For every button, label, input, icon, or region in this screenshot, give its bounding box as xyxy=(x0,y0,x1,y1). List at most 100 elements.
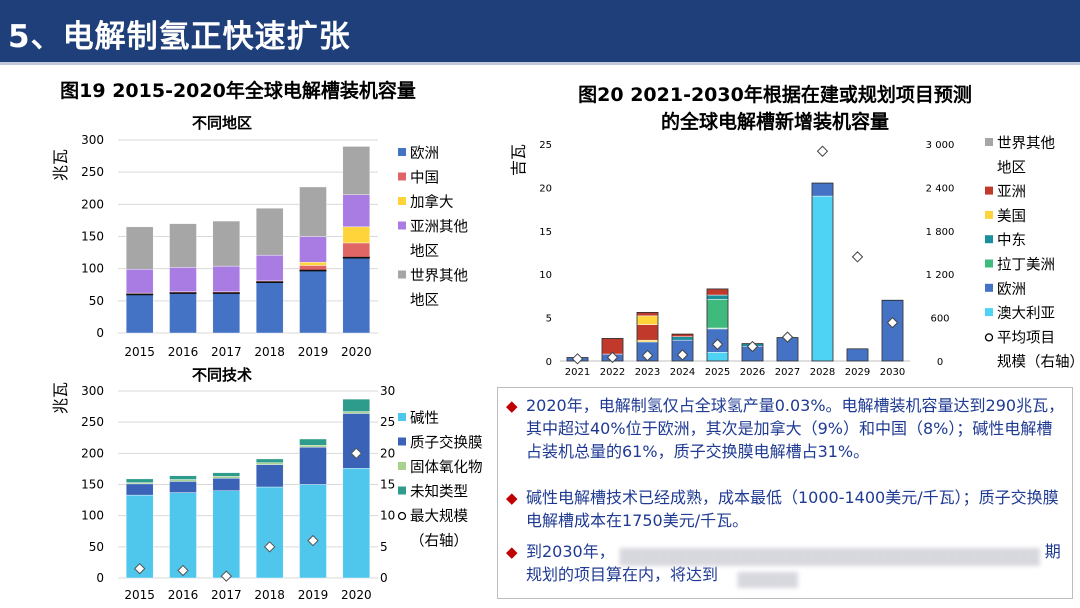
legend-label: 欧洲 xyxy=(997,281,1026,298)
bar-segment xyxy=(706,352,729,362)
bullet-diamond-icon: ◆ xyxy=(506,543,518,561)
legend-swatch xyxy=(985,186,993,195)
bar-segment xyxy=(212,265,241,293)
y-axis-label: 兆瓦 xyxy=(51,382,70,414)
y2-tick-label: 30 xyxy=(380,384,395,398)
y2-tick-label: 600 xyxy=(930,314,949,325)
avg-size-marker xyxy=(781,331,794,343)
y-tick-label: 250 xyxy=(81,415,104,429)
avg-size-marker xyxy=(746,340,759,353)
x-tick-label: 2026 xyxy=(740,367,765,378)
bar-segment xyxy=(169,475,197,480)
fig20-title-line2: 的全球电解槽新增装机容量 xyxy=(661,110,889,133)
bar-segment xyxy=(342,413,371,469)
x-tick-label: 2017 xyxy=(211,345,242,359)
header-bar: 5、电解制氢正快速扩张 xyxy=(0,0,1080,62)
legend-label: 世界其他 xyxy=(997,135,1055,152)
legend-swatch xyxy=(398,221,406,230)
bar-segment xyxy=(846,348,869,362)
bar-segment xyxy=(342,411,371,414)
x-tick-label: 2029 xyxy=(845,367,870,378)
max-scale-marker xyxy=(307,534,319,547)
avg-size-marker xyxy=(711,338,724,351)
y-tick-label: 100 xyxy=(81,262,104,276)
legend-label: （右轴） xyxy=(410,533,468,550)
x-tick-label: 2018 xyxy=(254,345,285,359)
y2-tick-label: 0 xyxy=(380,571,388,585)
bar-segment xyxy=(636,315,659,325)
x-tick-label: 2028 xyxy=(810,367,835,378)
bar-segment xyxy=(255,281,284,334)
legend-label: 地区 xyxy=(997,159,1026,176)
legend-label: 加拿大 xyxy=(410,193,454,211)
y-tick-label: 100 xyxy=(81,509,104,523)
bar-segment xyxy=(125,294,154,334)
summary-p3-line2: 规划的项目算在内，将达到 xyxy=(526,565,719,584)
x-tick-label: 2024 xyxy=(670,367,695,378)
bar-outline xyxy=(706,288,729,362)
y-tick-label: 0 xyxy=(96,571,104,585)
bar-segment xyxy=(125,478,154,483)
y-tick-label: 150 xyxy=(81,230,104,244)
y-tick-label: 50 xyxy=(89,294,104,308)
bar-segment xyxy=(299,438,327,446)
y-tick-label: 15 xyxy=(539,227,552,238)
bar-segment xyxy=(255,458,284,463)
summary-paragraph-2: 碱性电解槽技术已经成熟，成本最低（1000-1400美元/千瓦）；质子交换膜电解… xyxy=(526,488,1059,530)
summary-textbox: ◆ 2020年，电解制氢仅占全球氢产量0.03%。电解槽装机容量达到290兆瓦，… xyxy=(497,387,1073,599)
legend-label: 地区 xyxy=(410,292,439,309)
bar-segment xyxy=(169,492,197,579)
y-tick-label: 0 xyxy=(96,326,104,340)
y-tick-label: 300 xyxy=(81,384,104,398)
legend-label: 中国 xyxy=(410,170,439,187)
x-tick-label: 2016 xyxy=(168,588,199,602)
bar-segment xyxy=(342,146,371,195)
bar-segment xyxy=(811,195,834,362)
bar-segment xyxy=(169,481,197,493)
y2-tick-label: 0 xyxy=(937,357,943,368)
y-axis-label: 兆瓦 xyxy=(51,149,70,181)
bar-segment xyxy=(255,486,284,579)
legend-label: 碱性 xyxy=(410,410,439,427)
bar-segment xyxy=(169,292,197,334)
bar-segment xyxy=(212,478,241,491)
bar-segment xyxy=(255,207,284,256)
max-scale-marker xyxy=(177,564,189,577)
legend-swatch xyxy=(985,259,993,268)
x-tick-label: 2015 xyxy=(124,345,155,359)
legend-label: 亚洲 xyxy=(997,185,1026,201)
fig20-title-line1: 图20 2021-2030年根据在建或规划项目预测 xyxy=(578,83,972,106)
bar-segment xyxy=(342,398,371,412)
legend-label: 质子交换膜 xyxy=(410,434,483,452)
avg-size-marker xyxy=(851,251,864,263)
legend-swatch xyxy=(985,138,993,146)
y2-tick-label: 2 400 xyxy=(926,183,955,194)
bar-segment xyxy=(881,299,904,362)
legend-swatch xyxy=(398,437,406,446)
bar-segment xyxy=(342,257,371,334)
y2-tick-label: 5 xyxy=(380,540,388,554)
y2-tick-label: 20 xyxy=(380,446,395,460)
bar-segment xyxy=(255,462,284,465)
summary-paragraph-3: 到2030年， 期 规划的项目算在内，将达到 xyxy=(526,540,1066,586)
bar-segment xyxy=(636,339,659,343)
x-tick-label: 2025 xyxy=(705,367,730,378)
legend-marker-circle xyxy=(984,333,994,342)
bar-segment xyxy=(706,294,729,300)
bar-segment xyxy=(636,312,659,317)
bar-segment xyxy=(169,267,197,293)
chart-technology: 0 50 100 150 200 250 300 0 5 10 15 20 25 30 兆瓦 2015 2016… xyxy=(51,382,483,602)
summary-p3-start: 到2030年， xyxy=(526,542,615,561)
y2-tick-label: 25 xyxy=(380,415,395,429)
fig19-tech-subtitle: 不同技术 xyxy=(192,366,252,384)
bar-segment xyxy=(212,472,241,477)
y-tick-label: 0 xyxy=(546,357,552,368)
x-tick-label: 2020 xyxy=(341,588,372,602)
y-tick-label: 20 xyxy=(539,183,552,194)
legend-label: 中东 xyxy=(997,232,1026,249)
x-tick-label: 2023 xyxy=(635,367,660,378)
y-tick-label: 300 xyxy=(81,133,104,147)
page-title: 5、电解制氢正快速扩张 xyxy=(8,19,351,55)
bar-segment xyxy=(342,226,371,244)
